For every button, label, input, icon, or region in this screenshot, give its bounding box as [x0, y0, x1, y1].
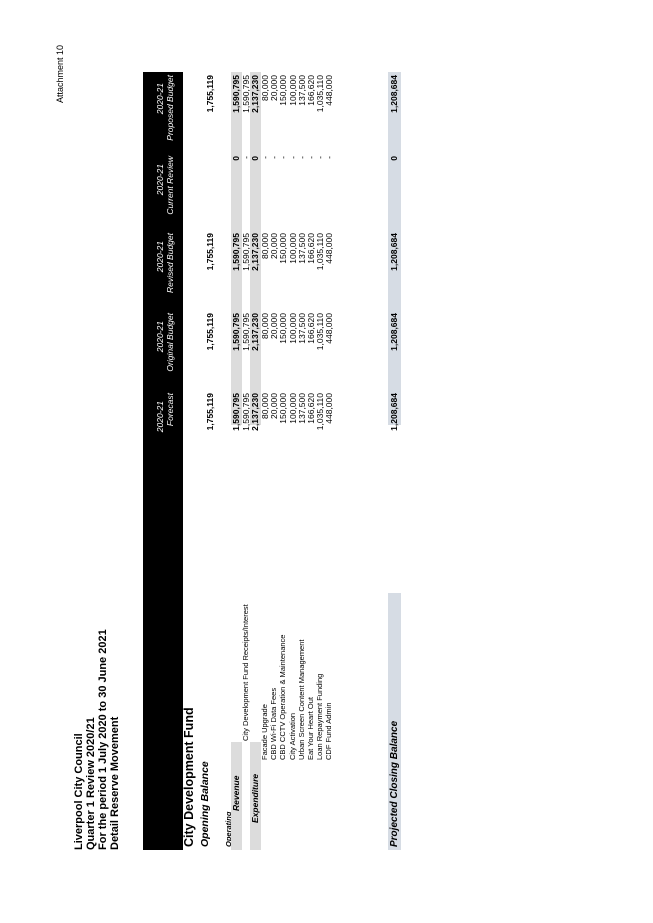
- expenditure-item-label: Loan Repayment Funding: [315, 673, 325, 760]
- report-period: For the period 1 July 2020 to 30 June 20…: [97, 629, 109, 850]
- value-cell: 448,000: [324, 75, 335, 106]
- report-subtitle: Quarter 1 Review 2020/21: [85, 717, 97, 850]
- value-cell: 1,208,684: [389, 393, 399, 431]
- value-cell: 1,590,795: [231, 75, 241, 113]
- fund-title: City Development Fund: [182, 707, 196, 847]
- column-label: Proposed Budget: [165, 75, 175, 141]
- expenditure-item-label: City Activation: [287, 712, 297, 760]
- revenue-label: Revenue: [231, 775, 241, 811]
- expenditure-item-label: CDF Fund Admin: [324, 702, 334, 760]
- expenditure-label: Expenditure: [250, 773, 260, 823]
- value-cell: 1,590,795: [231, 393, 241, 431]
- column-year: 2020-21: [155, 83, 165, 115]
- value-cell: 2,137,230: [250, 313, 260, 351]
- value-cell: 1,590,795: [231, 313, 241, 351]
- column-header: 2020-21 Current Review: [155, 156, 175, 232]
- column-label: Current Review: [165, 156, 175, 215]
- column-label: Original Budget: [165, 313, 175, 372]
- column-header: 2020-21 Revised Budget: [155, 233, 175, 309]
- value-cell: 2,137,230: [250, 75, 260, 113]
- value-cell: 1,755,119: [205, 75, 215, 113]
- column-year: 2020-21: [155, 401, 165, 433]
- value-cell: 1,755,119: [205, 393, 215, 431]
- value-cell: 1,755,119: [205, 233, 215, 271]
- value-cell: -: [324, 156, 335, 159]
- opening-balance-label: Opening Balance: [199, 761, 211, 847]
- report-name: Detail Reserve Movement: [109, 716, 121, 850]
- expenditure-item-label: CBD Wi-Fi Data Fees: [269, 687, 279, 760]
- value-cell: 2,137,230: [250, 393, 260, 431]
- value-cell: 1,590,795: [231, 233, 241, 271]
- column-year: 2020-21: [155, 164, 165, 196]
- value-cell: 0: [231, 156, 241, 161]
- value-cell: 1,208,684: [389, 75, 399, 113]
- value-cell: 448,000: [324, 233, 335, 264]
- value-cell: 1,208,684: [389, 313, 399, 351]
- value-cell: 448,000: [324, 393, 335, 424]
- expenditure-item-label: CBD CCTV Operation & Maintenance: [278, 634, 288, 760]
- expenditure-item-label: Facade Upgrade: [260, 704, 269, 760]
- value-cell: 2,137,230: [250, 233, 260, 271]
- column-header: 2020-21 Forecast: [155, 393, 175, 469]
- value-cell: 1,208,684: [389, 233, 399, 271]
- column-label: Forecast: [165, 393, 175, 427]
- revenue-item-label: City Development Fund Receipts/Interest: [241, 604, 250, 741]
- column-year: 2020-21: [155, 321, 165, 353]
- value-cell: 0: [389, 156, 399, 161]
- column-label: Revised Budget: [165, 233, 175, 294]
- expenditure-item-label: Urban Screen Content Management: [296, 639, 306, 761]
- expenditure-item-label: Eat Your Heart Out: [306, 697, 315, 760]
- closing-balance-label: Projected Closing Balance: [389, 720, 400, 847]
- value-cell: 448,000: [324, 313, 335, 344]
- attachment-label: Attachment 10: [55, 45, 65, 104]
- column-year: 2020-21: [155, 241, 165, 273]
- value-cell: 1,755,119: [205, 313, 215, 351]
- org-title: Liverpool City Council: [73, 733, 85, 850]
- column-header: 2020-21 Proposed Budget: [155, 75, 175, 151]
- value-cell: 0: [250, 156, 260, 161]
- column-header: 2020-21 Original Budget: [155, 313, 175, 389]
